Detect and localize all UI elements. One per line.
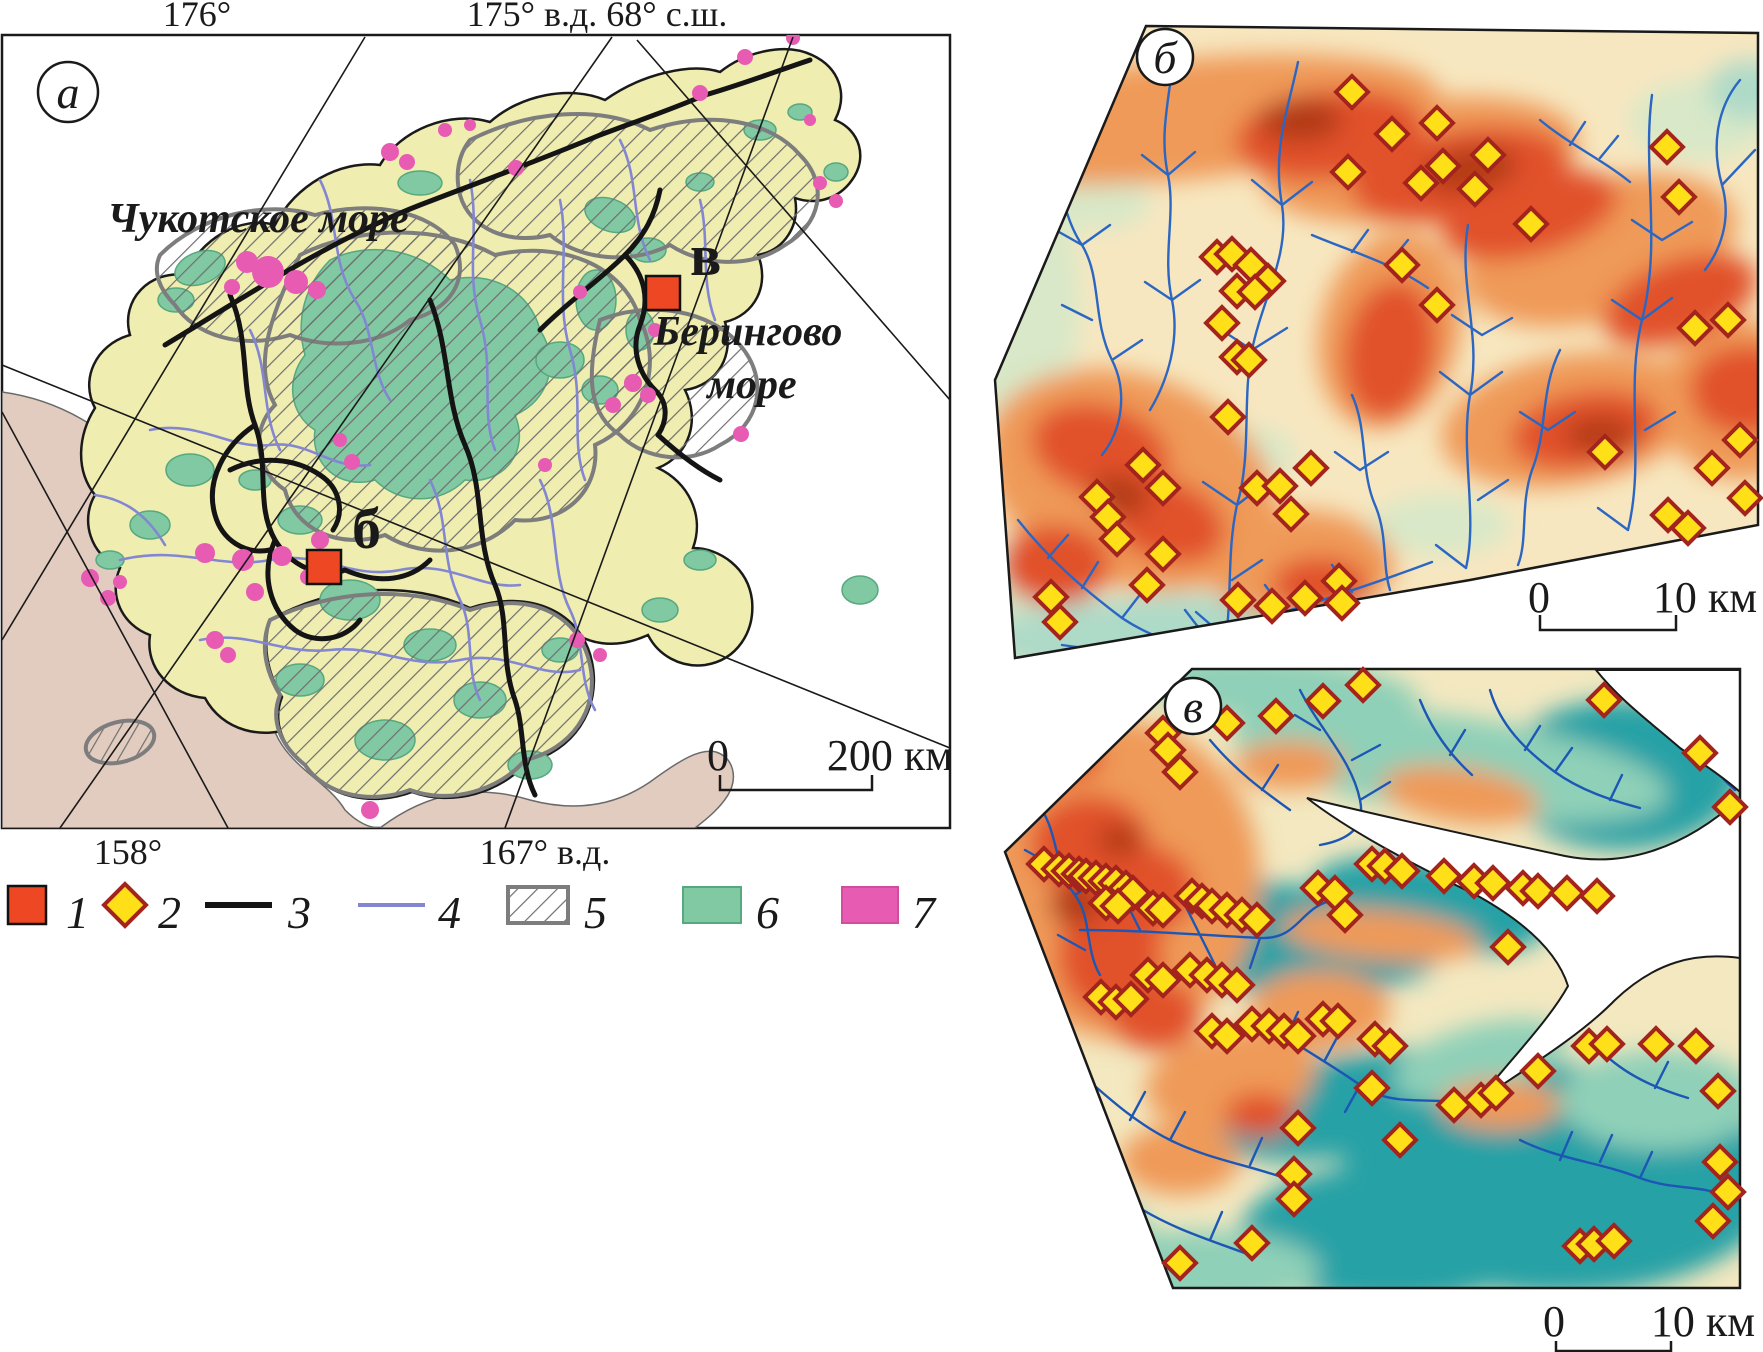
gold-occurrence-blob (224, 279, 240, 295)
gold-occurrence-blob (246, 583, 264, 601)
gold-occurrence-blob (438, 123, 452, 137)
gold-occurrence-blob (272, 546, 292, 566)
gold-occurrence-blob (308, 281, 326, 299)
gold-occurrence-blob (381, 143, 399, 161)
black-lines (162, 57, 813, 798)
panel-b-letter: б (1153, 32, 1178, 83)
gold-occurrence-blob (464, 119, 476, 131)
gold-occurrence-blob (284, 270, 308, 294)
gold-occurrence-blob (829, 194, 843, 208)
legend-gold-diamond-swatch (101, 881, 149, 929)
hatched-areas (83, 111, 820, 799)
panel-v-badge (1163, 676, 1223, 736)
gold-occurrence-blob (311, 531, 329, 549)
rivers-b (1016, 38, 1757, 652)
gold-occurrence-blob (232, 549, 254, 571)
scalebar-a-zero: 0 (707, 731, 729, 780)
panel-a-badge (36, 60, 100, 124)
gold-occurrence-blob (361, 801, 379, 819)
sea-label-bering-2: море (705, 362, 796, 408)
scalebar-v: 0 10 км (1543, 1297, 1755, 1352)
legend-pink-swatch (841, 886, 899, 924)
legend-red-square-swatch (6, 884, 48, 926)
legend-label-3: 3 (287, 887, 311, 938)
gold-occurrence-blob (344, 454, 360, 470)
legend-label-4: 4 (438, 887, 461, 938)
legend: 1 2 3 4 5 6 7 (6, 881, 937, 938)
panel-v: в 0 10 км (1003, 667, 1755, 1352)
gold-occurrence-blob (692, 85, 708, 101)
sea-label-bering-1: Берингово (653, 309, 843, 355)
panel-v-letter: в (1183, 681, 1203, 732)
gold-occurrence-blob (593, 648, 607, 662)
inset-label-v: в (690, 223, 721, 288)
sea-label-chukchi: Чукотское море (107, 196, 408, 242)
legend-item-3: 3 (205, 887, 311, 938)
gold-occurrence-blob (195, 543, 215, 563)
inset-square-v (644, 274, 682, 312)
legend-label-1: 1 (66, 887, 89, 938)
bay-water (1306, 795, 1740, 1103)
legend-green-swatch (682, 886, 742, 924)
legend-item-6: 6 (682, 886, 779, 938)
legend-item-2: 2 (101, 881, 181, 938)
scalebar-b: 0 10 км (1528, 573, 1757, 632)
gold-occurrence-blob (605, 397, 621, 413)
gold-occurrence-blob (206, 631, 224, 649)
gold-occurrence-blob (624, 374, 642, 392)
grid-label-175-68: 175° в.д. 68° с.ш. (467, 0, 728, 34)
panel-a: б в Чукотское море Берингово море 0 200 … (0, 0, 953, 872)
legend-label-5: 5 (584, 887, 607, 938)
gold-occurrence-blob (813, 176, 827, 190)
legend-label-6: 6 (756, 887, 779, 938)
panel-b-badge (1135, 27, 1195, 87)
legend-label-2: 2 (158, 887, 181, 938)
grid-label-176: 176° (163, 0, 231, 34)
gold-occurrence-blob (236, 251, 258, 273)
legend-hatched-swatch (506, 885, 570, 925)
gold-occurrence-blob (640, 387, 656, 403)
grid-label-167: 167° в.д. (480, 832, 611, 872)
legend-item-5: 5 (506, 885, 607, 938)
gold-occurrence-blob (573, 285, 587, 299)
panel-v-border (1003, 667, 1742, 1290)
legend-label-7: 7 (912, 887, 937, 938)
legend-item-7: 7 (841, 886, 937, 938)
gold-occurrence-blob (737, 49, 753, 65)
gold-occurrence-blob (399, 154, 415, 170)
graticule (2, 36, 950, 828)
scalebar-a-bar (718, 775, 874, 792)
scalebar-a: 0 200 км (707, 731, 953, 792)
scalebar-b-bar (1538, 615, 1678, 632)
grid-label-158: 158° (94, 832, 162, 872)
scalebar-v-bar (1554, 1341, 1673, 1352)
scalebar-v-zero: 0 (1543, 1297, 1565, 1346)
scalebar-b-zero: 0 (1528, 573, 1550, 622)
gold-occurrence-blob (113, 575, 127, 589)
gold-occurrence-blob (804, 114, 816, 126)
scalebar-v-end: 10 км (1651, 1297, 1755, 1346)
panel-a-letter: а (57, 67, 80, 118)
scalebar-a-end: 200 км (827, 731, 953, 780)
gold-occurrence-blob (220, 647, 236, 663)
gold-occurrence-blob (733, 426, 749, 442)
scalebar-b-end: 10 км (1653, 573, 1757, 622)
gold-occurrence-blob (538, 458, 552, 472)
panel-b-border (993, 24, 1760, 660)
panel-b: б 0 10 км (993, 24, 1763, 660)
inset-label-b: б (352, 496, 381, 561)
mainland-south-band (378, 750, 735, 828)
legend-item-1: 1 (6, 884, 89, 938)
inset-square-b (305, 548, 343, 586)
legend-item-4: 4 (358, 887, 461, 938)
